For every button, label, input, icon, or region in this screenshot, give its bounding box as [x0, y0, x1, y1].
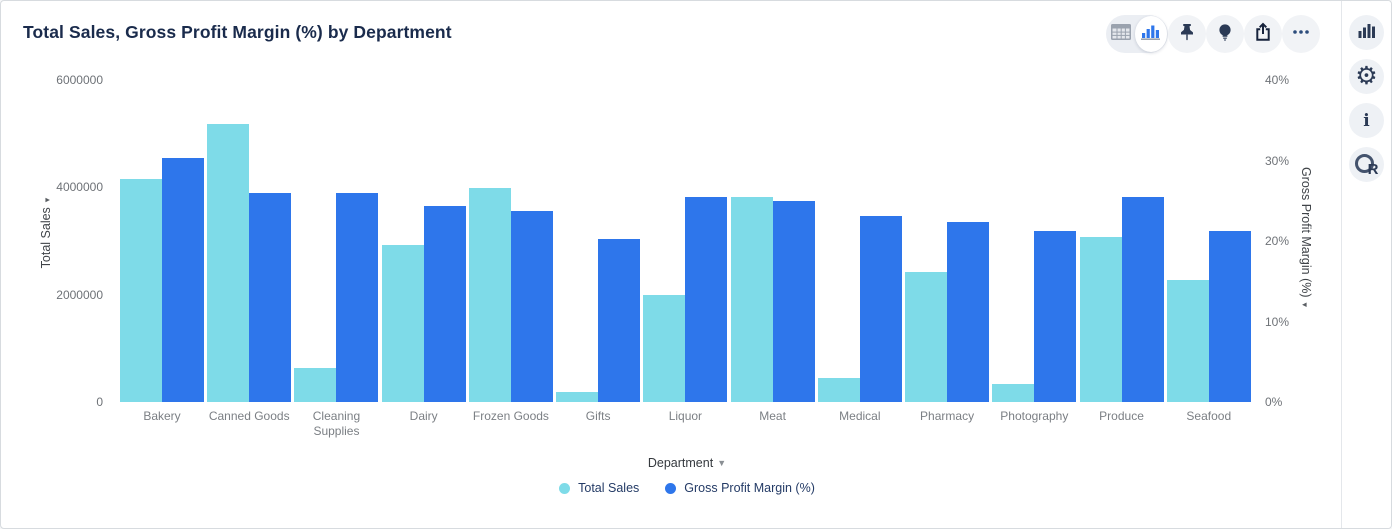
settings-button[interactable]: ⚙: [1349, 59, 1384, 94]
right-axis-tick-label: 20%: [1265, 234, 1290, 248]
bar-gross-profit-margin-medical[interactable]: [859, 216, 902, 402]
left-axis-tick-label: 6000000: [56, 73, 103, 87]
r-script-button[interactable]: R: [1349, 147, 1384, 182]
right-axis-tick-label: 10%: [1265, 314, 1290, 329]
view-toggle: [1106, 15, 1168, 53]
bar-total-sales-gifts[interactable]: [556, 391, 599, 402]
left-axis-tick-label: 2000000: [56, 287, 103, 302]
info-icon: i: [1363, 110, 1370, 131]
x-axis-category-label: Bakery: [143, 409, 181, 423]
x-axis-category-label: Photography: [1000, 409, 1069, 423]
left-axis-tick-label: 4000000: [56, 180, 103, 195]
legend-swatch-total-sales: [559, 482, 571, 494]
legend-item-total-sales[interactable]: Total Sales: [559, 481, 639, 495]
left-axis-tick-label: 0: [96, 395, 103, 409]
left-axis-title-text: Total Sales: [39, 207, 53, 269]
x-axis-category-label: Canned Goods: [208, 409, 290, 423]
x-axis-dimension[interactable]: Department ▼: [120, 456, 1254, 470]
bar-gross-profit-margin-pharmacy[interactable]: [947, 221, 990, 402]
side-rail: ⚙ i R: [1341, 1, 1391, 528]
bar-gross-profit-margin-liquor[interactable]: [685, 196, 728, 402]
x-axis-category-label: Pharmacy: [920, 409, 975, 423]
bar-total-sales-canned-goods[interactable]: [207, 124, 250, 402]
lightbulb-icon: [1215, 22, 1235, 47]
bar-gross-profit-margin-meat[interactable]: [772, 200, 815, 402]
x-axis-category-label: Dairy: [409, 409, 438, 423]
table-icon: [1110, 23, 1131, 45]
legend: Total Sales Gross Profit Margin (%): [120, 481, 1254, 495]
bar-total-sales-liquor[interactable]: [643, 295, 686, 402]
right-axis-tick-label: 40%: [1265, 73, 1290, 87]
legend-label: Gross Profit Margin (%): [684, 481, 815, 495]
ellipsis-icon: [1291, 22, 1311, 47]
bar-total-sales-produce[interactable]: [1079, 237, 1122, 402]
bar-gross-profit-margin-frozen-goods[interactable]: [510, 211, 553, 402]
axis-sort-arrow-icon: ▾: [1300, 302, 1310, 308]
bar-total-sales-pharmacy[interactable]: [905, 271, 948, 402]
bar-total-sales-seafood[interactable]: [1166, 280, 1209, 402]
bar-chart-icon: [1358, 22, 1376, 43]
chart-canvas: Total Sales ▾ Gross Profit Margin (%) ▾ 0 2…: [1, 1, 1342, 528]
bar-gross-profit-margin-bakery[interactable]: [162, 158, 204, 402]
chart-type-button[interactable]: [1349, 15, 1384, 50]
share-icon: [1253, 22, 1273, 47]
bar-gross-profit-margin-seafood[interactable]: [1208, 231, 1251, 402]
x-axis-category-label: Seafood: [1186, 409, 1232, 423]
bar-gross-profit-margin-cleaning-supplies[interactable]: [336, 192, 379, 402]
chart-view-button[interactable]: [1134, 16, 1167, 52]
bar-total-sales-photography[interactable]: [992, 383, 1035, 402]
left-axis-title[interactable]: Total Sales ▾: [39, 198, 53, 269]
legend-item-gross-profit-margin[interactable]: Gross Profit Margin (%): [665, 481, 815, 495]
insights-button[interactable]: [1206, 15, 1244, 53]
axis-sort-arrow-icon: ▾: [42, 197, 52, 203]
x-axis-dimension-label: Department: [647, 456, 714, 470]
more-options-button[interactable]: [1282, 15, 1320, 53]
x-axis-category-label: Medical: [839, 409, 881, 423]
x-axis-category-label: Produce: [1099, 409, 1144, 423]
table-view-button[interactable]: [1107, 15, 1135, 53]
bar-gross-profit-margin-gifts[interactable]: [598, 238, 641, 402]
x-axis-category-label: Meat: [759, 409, 786, 423]
bar-total-sales-medical[interactable]: [817, 378, 860, 402]
info-button[interactable]: i: [1349, 103, 1384, 138]
pin-icon: [1177, 22, 1197, 47]
bar-gross-profit-margin-dairy[interactable]: [423, 206, 466, 402]
pin-button[interactable]: [1168, 15, 1206, 53]
right-axis-tick-label: 0%: [1265, 395, 1283, 409]
right-axis-title-text: Gross Profit Margin (%): [1299, 166, 1313, 298]
right-axis-tick-label: 30%: [1265, 153, 1290, 168]
bar-gross-profit-margin-canned-goods[interactable]: [249, 192, 292, 402]
bar-chart-icon: [1141, 23, 1161, 45]
r-logo-icon: R: [1354, 153, 1379, 178]
x-axis-category-label: Gifts: [585, 409, 611, 423]
toolbar: [1106, 15, 1320, 53]
page-title: Total Sales, Gross Profit Margin (%) by …: [23, 22, 452, 42]
x-axis-category-label: Cleaning Supplies: [312, 409, 361, 438]
legend-swatch-gross-profit-margin: [665, 482, 677, 494]
bar-total-sales-bakery[interactable]: [120, 178, 162, 402]
gear-icon: ⚙: [1355, 62, 1378, 90]
bar-total-sales-dairy[interactable]: [381, 244, 424, 402]
chevron-down-icon: ▼: [717, 458, 727, 468]
x-axis-category-label: Frozen Goods: [472, 409, 549, 423]
bar-total-sales-meat[interactable]: [730, 196, 773, 402]
x-axis-category-label: Liquor: [668, 409, 703, 423]
bar-total-sales-cleaning-supplies[interactable]: [294, 368, 337, 402]
bar-gross-profit-margin-produce[interactable]: [1121, 196, 1164, 402]
legend-label: Total Sales: [578, 481, 640, 495]
bar-gross-profit-margin-photography[interactable]: [1034, 230, 1077, 402]
export-button[interactable]: [1244, 15, 1282, 53]
bar-total-sales-frozen-goods[interactable]: [468, 187, 511, 402]
